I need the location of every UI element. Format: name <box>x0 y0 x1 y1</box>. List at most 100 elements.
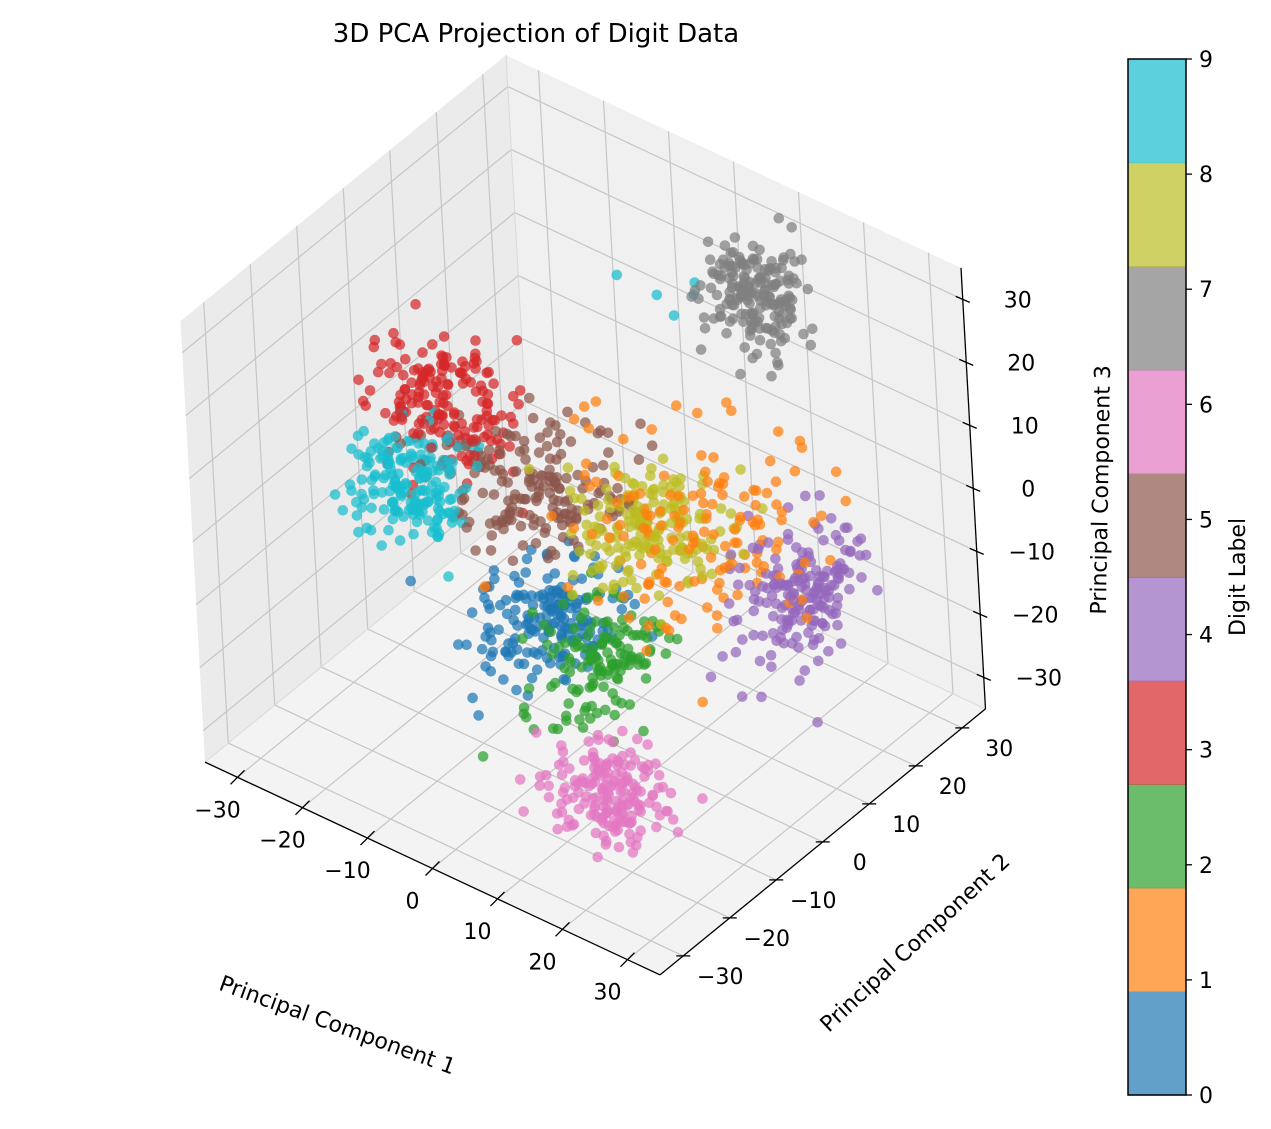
colorbar-tick-label: 7 <box>1199 278 1213 303</box>
scatter-point-digit-4 <box>854 550 866 561</box>
scatter-point-digit-6 <box>613 757 625 768</box>
scatter-point-digit-6 <box>561 821 573 832</box>
scatter-point-digit-3 <box>427 339 438 350</box>
scatter-point-digit-0 <box>479 592 490 604</box>
scatter-point-digit-3 <box>388 327 399 339</box>
scatter-point-digit-0 <box>529 626 541 637</box>
scatter-point-digit-7 <box>724 316 736 327</box>
scatter-point-digit-3 <box>508 391 519 402</box>
scatter-point-digit-3 <box>391 361 403 373</box>
scatter-point-digit-4 <box>856 572 867 583</box>
scatter-point-digit-8 <box>587 565 598 576</box>
z-tick <box>962 421 978 429</box>
y-tick-label: −30 <box>697 965 743 990</box>
scatter-point-digit-6 <box>601 807 613 819</box>
scatter-point-digit-0 <box>488 565 500 576</box>
scatter-point-digit-4 <box>782 589 794 600</box>
z-tick-label: 0 <box>1021 477 1035 502</box>
scatter-point-digit-5 <box>542 427 553 438</box>
scatter-point-digit-9 <box>403 504 415 515</box>
scatter-point-digit-1 <box>622 491 634 503</box>
scatter-point-digit-3 <box>471 414 483 425</box>
pane-edge <box>204 495 531 763</box>
scatter-point-digit-6 <box>625 837 637 848</box>
scatter-point-digit-3 <box>357 395 369 407</box>
scatter-point-digit-5 <box>544 453 556 465</box>
scatter-point-digit-3 <box>470 348 481 360</box>
scatter-point-digit-4 <box>748 594 760 605</box>
z-tick-label: −30 <box>1016 666 1062 691</box>
scatter-point-digit-9 <box>368 485 379 496</box>
scatter-point-digit-8 <box>579 505 591 516</box>
scatter-point-digit-1 <box>773 426 784 437</box>
scatter-point-digit-9 <box>337 505 349 516</box>
scatter-point-digit-6 <box>569 775 581 786</box>
scatter-point-digit-7 <box>773 212 785 224</box>
scatter-point-digit-8 <box>706 568 718 580</box>
scatter-point-digit-0 <box>510 604 521 616</box>
scatter-point-digit-4 <box>791 542 802 553</box>
scatter-point-digit-1 <box>707 498 718 510</box>
scatter-point-digit-7 <box>714 258 726 270</box>
scatter-point-digit-9 <box>441 434 453 446</box>
chart-title: 3D PCA Projection of Digit Data <box>333 19 739 49</box>
scatter-point-digit-0 <box>526 672 538 684</box>
scatter-point-digit-1 <box>696 450 707 461</box>
scatter-point-digit-1 <box>568 522 580 534</box>
scatter-point-digit-6 <box>672 826 684 838</box>
scatter-point-digit-0 <box>453 639 464 650</box>
scatter-point-digit-6 <box>602 758 613 769</box>
scatter-point-digit-5 <box>520 454 531 465</box>
colorbar-tick-label: 9 <box>1199 48 1213 73</box>
scatter-point-digit-8 <box>735 464 746 475</box>
scatter-point-digit-6 <box>636 761 648 772</box>
scatter-point-digit-9 <box>353 449 364 460</box>
scatter-point-digit-9 <box>434 496 446 508</box>
scatter-point-digit-2 <box>523 683 535 694</box>
scatter-point-digit-3 <box>376 358 387 370</box>
scatter-point-digit-9 <box>394 535 406 546</box>
scatter-point-digit-5 <box>530 538 542 549</box>
scatter-point-digit-2 <box>633 659 644 670</box>
y-tick-label: 30 <box>985 737 1013 762</box>
scatter-point-digit-1 <box>562 582 574 593</box>
scatter-point-digit-5 <box>544 487 556 499</box>
scatter-point-digit-8 <box>725 508 737 519</box>
scatter-point-digit-6 <box>625 747 636 758</box>
scatter-point-digit-9 <box>362 452 374 464</box>
scatter-point-digit-1 <box>712 623 723 634</box>
scatter-point-digit-5 <box>482 454 494 465</box>
scatter-point-digit-4 <box>818 602 829 614</box>
scatter-point-digit-3 <box>380 407 391 419</box>
z-tick-label: 20 <box>1007 351 1035 376</box>
scatter-point-digit-1 <box>687 530 699 542</box>
scatter-point-digit-4 <box>776 602 788 614</box>
scatter-point-digit-3 <box>391 411 402 422</box>
scatter-point-digit-7 <box>698 312 710 323</box>
scatter-point-digit-2 <box>587 642 599 654</box>
scatter-point-digit-6 <box>613 841 625 853</box>
scatter-point-digit-4 <box>780 580 791 591</box>
scatter-point-digit-4 <box>803 627 814 638</box>
scatter-point-digit-6 <box>543 780 554 792</box>
scatter-point-digit-6 <box>697 793 708 804</box>
scatter-point-digit-6 <box>626 816 637 827</box>
colorbar-segment-9 <box>1128 59 1186 164</box>
scatter-point-digit-6 <box>617 816 628 828</box>
scatter-point-digit-8 <box>715 503 727 514</box>
scatter-point-digit-8 <box>617 576 629 588</box>
scatter-point-digit-9 <box>398 511 409 522</box>
scatter-point-digit-1 <box>714 577 725 589</box>
scatter-point-digit-1 <box>764 455 776 467</box>
scatter-point-digit-1 <box>770 476 782 488</box>
scatter-point-digit-1 <box>654 506 666 517</box>
scatter-point-digit-1 <box>789 465 801 477</box>
scatter-point-digit-0 <box>522 647 533 658</box>
scatter-point-digit-7 <box>807 323 818 335</box>
scatter-point-digit-2 <box>599 704 611 716</box>
scatter-point-digit-4 <box>812 717 823 728</box>
scatter-point-digit-1 <box>697 696 708 708</box>
scatter-point-digit-7 <box>783 290 794 302</box>
scatter-point-digit-9 <box>406 450 418 462</box>
scatter-point-digit-8 <box>523 463 535 475</box>
